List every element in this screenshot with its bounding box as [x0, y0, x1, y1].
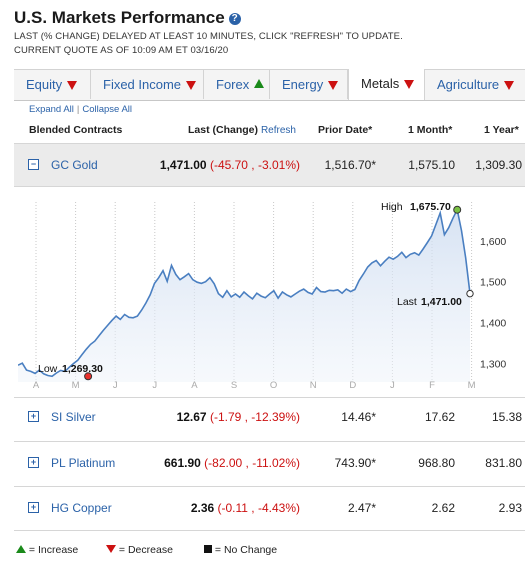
prior-value: 2.47* — [347, 501, 376, 515]
low-value: 1,269.30 — [62, 363, 103, 375]
x-tick-label: O — [270, 380, 277, 391]
expand-icon[interactable]: + — [28, 411, 39, 422]
tab-forex[interactable]: Forex — [204, 70, 270, 99]
row-divider — [14, 397, 525, 398]
contract-name[interactable]: SI Silver — [51, 410, 96, 424]
month-value: 17.62 — [424, 410, 455, 424]
chart-line — [18, 207, 471, 378]
delay-notice: LAST (% CHANGE) DELAYED AT LEAST 10 MINU… — [14, 31, 403, 42]
table-row-copper: + HG Copper 2.36 (-0.11 , -4.43%) 2.47* … — [14, 487, 525, 531]
collapse-icon[interactable]: − — [28, 159, 39, 170]
x-tick-label: S — [231, 380, 237, 391]
contract-name[interactable]: GC Gold — [51, 158, 98, 172]
x-tick-label: N — [310, 380, 317, 391]
y-tick-label: 1,600 — [480, 236, 506, 248]
col-header-contracts: Blended Contracts — [29, 124, 123, 136]
high-marker — [453, 205, 462, 214]
row-divider — [14, 441, 525, 442]
down-triangle-icon — [504, 81, 515, 90]
high-value: 1,675.70 — [410, 201, 451, 213]
legend-no-change: = No Change — [204, 544, 277, 556]
quote-time: CURRENT QUOTE AS OF 10:09 AM ET 03/16/20 — [14, 45, 229, 56]
year-value: 2.93 — [498, 501, 522, 515]
legend-decrease: = Decrease — [106, 544, 173, 556]
legend-increase: = Increase — [16, 544, 78, 556]
down-triangle-icon — [404, 80, 415, 89]
year-value: 15.38 — [491, 410, 522, 424]
last-change: 2.36 (-0.11 , -4.43%) — [190, 501, 300, 515]
x-tick-label: J — [152, 380, 157, 391]
table-row-silver: + SI Silver 12.67 (-1.79 , -12.39%) 14.4… — [14, 398, 525, 442]
x-tick-label: F — [429, 380, 435, 391]
col-header-month: 1 Month* — [408, 124, 453, 136]
last-change: 661.90 (-82.00 , -11.02%) — [164, 456, 300, 470]
expand-icon[interactable]: + — [28, 457, 39, 468]
low-marker — [84, 372, 93, 381]
x-tick-label: J — [390, 380, 395, 391]
y-tick-label: 1,400 — [480, 318, 506, 330]
col-header-prior: Prior Date* — [318, 124, 373, 136]
chart-area — [18, 209, 470, 382]
year-value: 1,309.30 — [475, 158, 522, 172]
year-value: 831.80 — [485, 456, 522, 470]
table-row-gold: − GC Gold 1,471.00 (-45.70 , -3.01%) 1,5… — [14, 143, 525, 187]
prior-value: 14.46* — [341, 410, 376, 424]
page-title: U.S. Markets Performance — [14, 8, 225, 27]
link-separator: | — [76, 104, 80, 115]
row-divider — [14, 530, 525, 531]
prior-value: 1,516.70* — [324, 158, 376, 172]
high-label: High — [381, 201, 403, 213]
last-marker — [466, 289, 474, 298]
tab-equity[interactable]: Equity — [14, 70, 91, 99]
last-label: Last — [397, 296, 417, 308]
prior-value: 743.90* — [334, 456, 376, 470]
expand-icon[interactable]: + — [28, 502, 39, 513]
table-row-platinum: + PL Platinum 661.90 (-82.00 , -11.02%) … — [14, 442, 525, 486]
x-tick-label: M — [72, 380, 80, 391]
row-divider — [14, 486, 525, 487]
market-tabs: Equity Fixed Income Forex Energy Metals … — [14, 69, 525, 101]
y-tick-label: 1,300 — [480, 359, 506, 371]
col-header-last: Last (Change) Refresh — [188, 124, 296, 136]
contract-name[interactable]: PL Platinum — [51, 456, 116, 470]
square-icon — [204, 545, 212, 553]
expand-collapse-links: Expand All | Collapse All — [29, 104, 132, 115]
y-tick-label: 1,500 — [480, 277, 506, 289]
down-triangle-icon — [328, 81, 339, 90]
col-header-year: 1 Year* — [484, 124, 519, 136]
x-tick-label: M — [468, 380, 476, 391]
up-triangle-icon — [254, 79, 265, 88]
tab-fixed-income[interactable]: Fixed Income — [91, 70, 204, 99]
x-tick-label: A — [191, 380, 198, 391]
last-value: 1,471.00 — [421, 296, 462, 308]
down-triangle-icon — [186, 81, 197, 90]
expand-all-link[interactable]: Expand All — [29, 104, 74, 115]
collapse-all-link[interactable]: Collapse All — [82, 104, 133, 115]
down-triangle-icon — [67, 81, 78, 90]
x-tick-label: A — [33, 380, 40, 391]
month-value: 2.62 — [431, 501, 455, 515]
last-change: 1,471.00 (-45.70 , -3.01%) — [159, 158, 300, 172]
contract-name[interactable]: HG Copper — [51, 501, 112, 515]
tab-metals[interactable]: Metals — [348, 69, 425, 100]
last-change: 12.67 (-1.79 , -12.39%) — [176, 410, 300, 424]
x-tick-label: D — [349, 380, 356, 391]
help-icon[interactable]: ? — [228, 13, 241, 25]
tab-agriculture[interactable]: Agriculture — [425, 70, 525, 99]
low-label: Low — [38, 363, 58, 375]
tab-energy[interactable]: Energy — [270, 70, 348, 99]
gold-price-chart: A M J J A S O N D J F M 1,600 1,500 1,400 1,300 High 1… — [18, 201, 506, 391]
month-value: 1,575.10 — [408, 158, 455, 172]
x-tick-label: J — [113, 380, 118, 391]
refresh-link[interactable]: Refresh — [260, 125, 296, 136]
down-triangle-icon — [106, 545, 116, 553]
up-triangle-icon — [16, 545, 26, 553]
header: U.S. Markets Performance? — [14, 8, 241, 28]
month-value: 968.80 — [418, 456, 455, 470]
